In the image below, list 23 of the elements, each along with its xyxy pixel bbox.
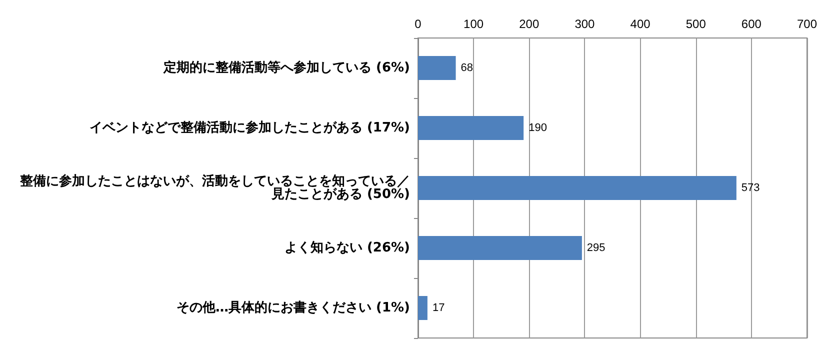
x-tick-label: 300 <box>574 17 596 31</box>
x-tick-label: 500 <box>686 17 706 31</box>
x-tick-label: 600 <box>741 17 762 31</box>
data-label: 295 <box>586 242 606 254</box>
x-tick-label: 700 <box>796 17 818 31</box>
x-tick-label: 400 <box>630 17 651 31</box>
y-tick-label: よく知らない (26%) <box>284 240 410 256</box>
bar <box>418 176 736 200</box>
bar <box>418 116 524 140</box>
y-tick-label: 整備に参加したことはないが、活動をしていることを知っている／見たことがある (50%) <box>19 173 410 202</box>
y-tick-label: その他…具体的にお書きください (1%) <box>176 300 410 316</box>
y-tick-label: 定期的に整備活動等へ参加している (6%) <box>162 60 410 76</box>
data-label: 190 <box>528 122 547 134</box>
data-label: 573 <box>741 182 760 194</box>
data-label: 68 <box>460 62 474 74</box>
data-label: 17 <box>432 302 445 314</box>
bar <box>418 296 428 320</box>
x-tick-label: 200 <box>519 17 540 31</box>
bar <box>418 56 456 80</box>
x-tick-label: 100 <box>464 17 484 31</box>
x-tick-label: 0 <box>414 17 422 31</box>
y-tick-label: イベントなどで整備活動に参加したことがある (17%) <box>89 120 410 136</box>
bar <box>418 236 582 260</box>
